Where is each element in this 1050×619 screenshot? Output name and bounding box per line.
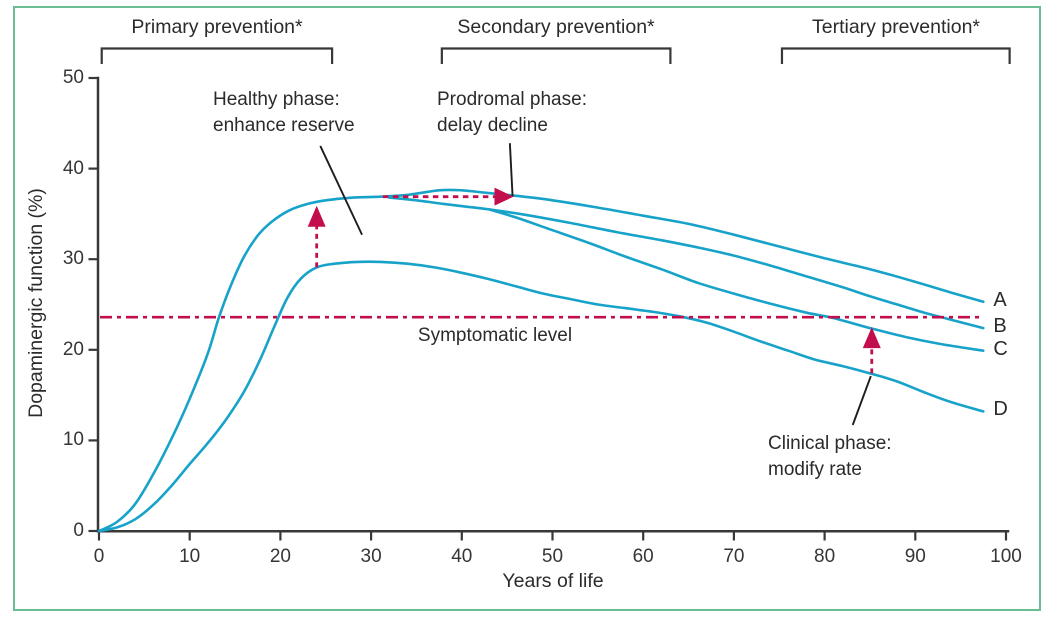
x-tick-label: 90 — [904, 546, 926, 567]
curve-B — [387, 196, 985, 330]
curve-label-A: A — [993, 288, 1007, 311]
x-tick-label: 0 — [93, 546, 105, 567]
x-tick-label: 50 — [541, 546, 564, 567]
prodromal-phase-leader-line — [508, 143, 514, 197]
clinical-phase-leader-line — [851, 375, 872, 426]
x-tick-label: 20 — [269, 546, 291, 567]
x-tick-label: 30 — [360, 546, 382, 567]
x-axis-title: Years of life — [502, 570, 604, 592]
x-tick-label: 100 — [990, 546, 1022, 567]
y-axis-title: Dopaminergic function (%) — [25, 188, 47, 418]
curve-label-B: B — [993, 315, 1007, 338]
primary-prevention-label: Primary prevention* — [131, 16, 303, 38]
healthy-phase-annotation-line2: enhance reserve — [213, 115, 355, 136]
curve-C — [487, 208, 985, 352]
healthy-phase-annotation: Healthy phase: enhance reserve — [213, 87, 355, 139]
clinical-phase-arrowhead — [862, 327, 881, 349]
x-tick-label: 10 — [179, 546, 201, 567]
tertiary-prevention-label: Tertiary prevention* — [812, 16, 980, 38]
prodromal-phase-annotation-line2: delay decline — [437, 115, 548, 136]
symptomatic-level-label: Symptomatic level — [417, 325, 573, 346]
x-tick-label: 40 — [451, 546, 473, 567]
clinical-phase-annotation-line2: modify rate — [768, 459, 862, 480]
healthy-phase-arrowhead — [307, 205, 326, 227]
prodromal-phase-annotation-line1: Prodromal phase: — [437, 89, 587, 110]
clinical-phase-annotation-line1: Clinical phase: — [768, 433, 892, 454]
bracket-primary — [100, 47, 334, 64]
curve-label-C: C — [993, 337, 1008, 360]
bracket-tertiary — [780, 47, 1011, 64]
y-tick-label: 50 — [62, 67, 84, 88]
y-tick-label: 0 — [73, 520, 84, 541]
curve-D — [97, 260, 985, 533]
x-tick-label: 60 — [632, 546, 654, 567]
prodromal-phase-arrowhead — [494, 187, 514, 206]
y-tick-label: 20 — [62, 338, 84, 360]
y-tick-label: 30 — [62, 248, 84, 270]
curve-A — [97, 188, 985, 533]
healthy-phase-annotation-line1: Healthy phase: — [213, 89, 340, 110]
y-tick-label: 40 — [62, 157, 84, 179]
x-tick-label: 80 — [814, 546, 836, 567]
prodromal-phase-annotation: Prodromal phase: delay decline — [437, 87, 587, 139]
x-tick-label: 70 — [723, 546, 745, 567]
clinical-phase-annotation: Clinical phase: modify rate — [768, 431, 892, 483]
bracket-secondary — [440, 47, 672, 64]
curve-label-D: D — [993, 398, 1008, 421]
y-tick-label: 10 — [62, 429, 84, 451]
healthy-phase-leader-line — [319, 145, 363, 236]
secondary-prevention-label: Secondary prevention* — [457, 16, 655, 38]
